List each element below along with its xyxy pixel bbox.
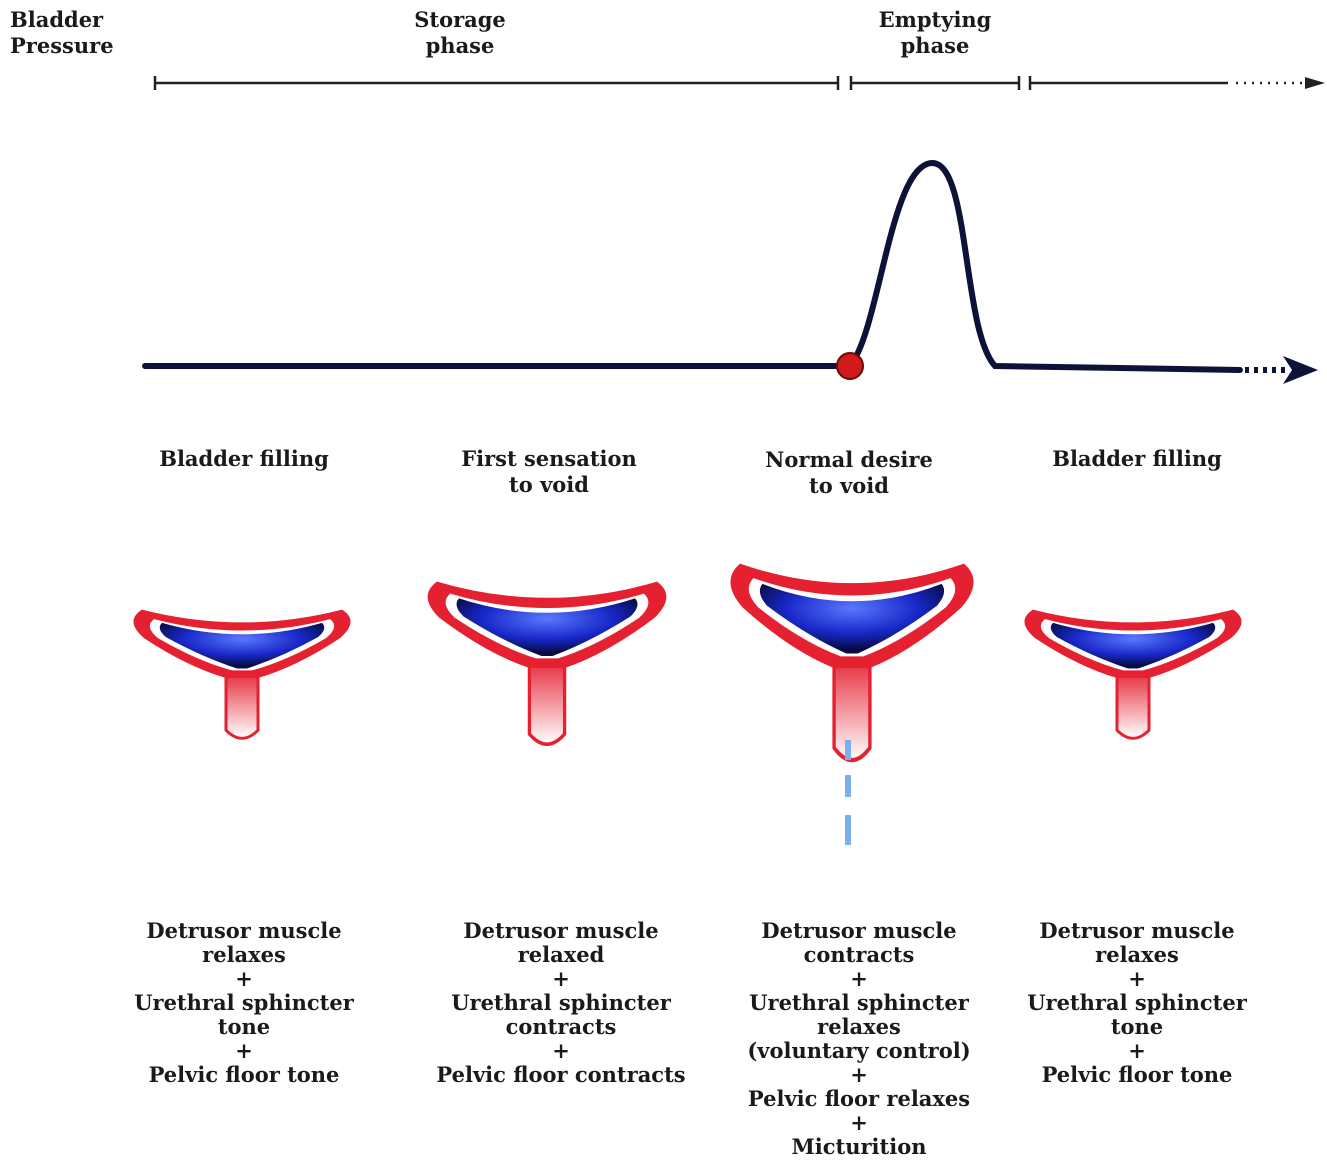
phase-label: Emptying phase [879, 7, 992, 58]
text-line: Detrusor muscle [761, 918, 956, 943]
text-line: Normal desire [765, 447, 933, 472]
text-line: Urethral sphincter [1027, 990, 1248, 1015]
stage-label: Bladder filling [159, 446, 329, 471]
text-line: Pressure [10, 33, 114, 58]
text-line: Urethral sphincter [749, 990, 970, 1015]
text-line: Urethral sphincter [134, 990, 355, 1015]
phase-label: Storage phase [414, 7, 506, 58]
text-line: tone [1111, 1014, 1163, 1039]
text-line: Pelvic floor tone [1042, 1062, 1233, 1087]
text-line: Detrusor muscle [463, 918, 658, 943]
stage-label: Bladder filling [1052, 446, 1222, 471]
text-line: Detrusor muscle [1039, 918, 1234, 943]
text-line: Bladder [10, 7, 104, 32]
text-line: + [850, 1062, 868, 1087]
text-line: Micturition [792, 1134, 927, 1159]
text-line: to void [509, 472, 589, 497]
stage-description: Detrusor muscle relaxes + Urethral sphincte… [134, 918, 355, 1087]
text-line: phase [426, 33, 495, 58]
text-line: + [850, 966, 868, 991]
text-line: relaxes [202, 942, 286, 967]
text-line: + [235, 1038, 253, 1063]
bladders [131, 564, 1244, 845]
text-line: First sensation [461, 446, 637, 471]
text-line: phase [901, 33, 970, 58]
text-line: Storage [414, 7, 506, 32]
pressure-curve [142, 159, 1318, 384]
text-line: contracts [804, 942, 915, 967]
stage-label: First sensation to void [461, 446, 637, 497]
phase-bars [153, 76, 1325, 90]
text-line: + [552, 1038, 570, 1063]
text-line: tone [218, 1014, 270, 1039]
text-line: + [850, 1110, 868, 1135]
text-line: relaxed [518, 942, 605, 967]
text-line: Pelvic floor tone [149, 1062, 340, 1087]
text-line: (voluntary control) [747, 1038, 970, 1063]
text-line: contracts [506, 1014, 617, 1039]
stage-description: Detrusor muscle relaxes + Urethral sphincte… [1027, 918, 1248, 1087]
text-line: Detrusor muscle [146, 918, 341, 943]
text-line: + [1128, 966, 1146, 991]
text-line: Bladder filling [1052, 446, 1222, 471]
stage-label: Normal desire to void [765, 447, 933, 498]
text-line: Pelvic floor contracts [436, 1062, 685, 1087]
text-line: + [552, 966, 570, 991]
text-line: Emptying [879, 7, 992, 32]
text-line: to void [809, 473, 889, 498]
text-line: + [235, 966, 253, 991]
text-line: relaxes [817, 1014, 901, 1039]
text-line: + [1128, 1038, 1146, 1063]
stage-description: Detrusor muscle relaxed + Urethral sphincte… [436, 918, 685, 1087]
text-line: Bladder filling [159, 446, 329, 471]
text-line: Pelvic floor relaxes [748, 1086, 970, 1111]
axis-label: Bladder Pressure [10, 7, 114, 58]
text-line: Urethral sphincter [451, 990, 672, 1015]
text-line: relaxes [1095, 942, 1179, 967]
stage-description: Detrusor muscle contracts + Urethral sphinc… [747, 918, 970, 1159]
